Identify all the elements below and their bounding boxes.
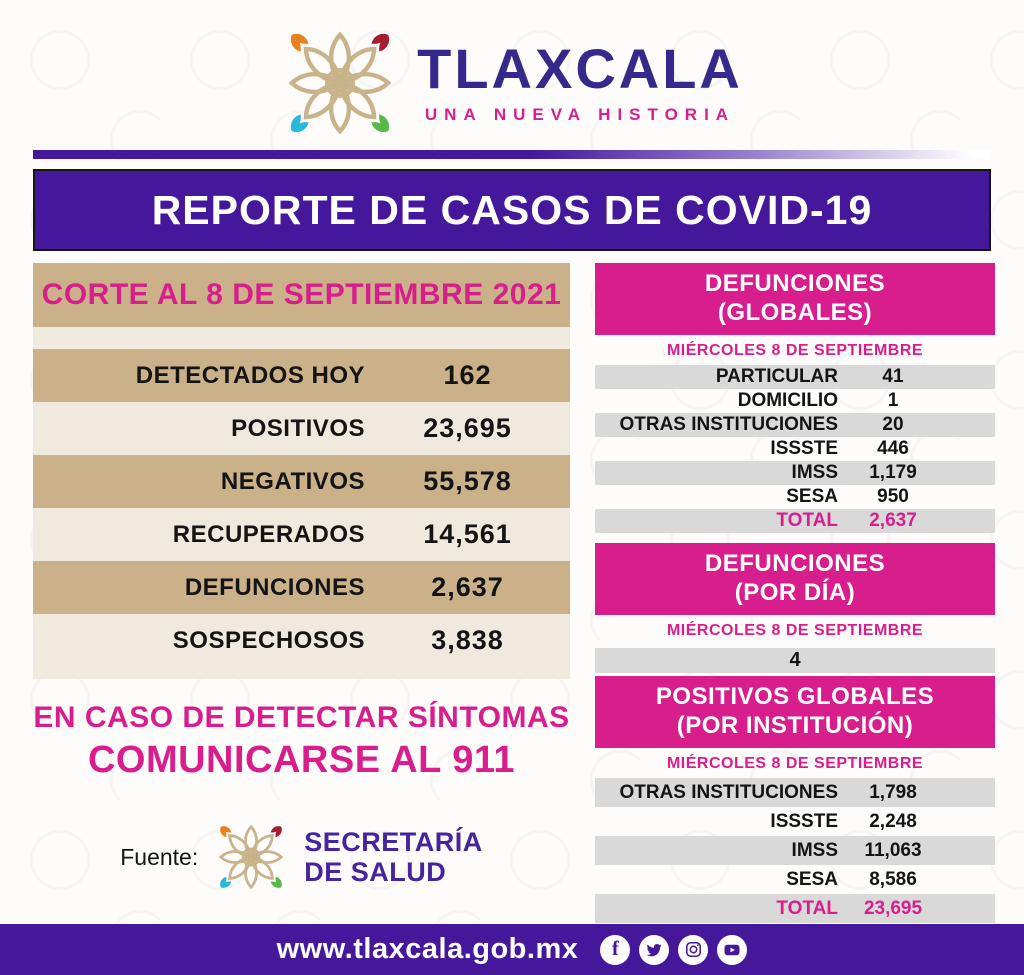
row-label: PARTICULAR	[715, 366, 838, 387]
social-icons-row: f	[600, 934, 748, 965]
cutoff-date-title: CORTE AL 8 DE SEPTIEMBRE 2021	[41, 278, 562, 311]
positives-by-institution-block: POSITIVOS GLOBALES (POR INSTITUCIÓN) MIÉ…	[595, 676, 995, 923]
block-title-line1: DEFUNCIONES	[704, 550, 886, 578]
row-value: 11,063	[864, 839, 922, 861]
row-label: OTRAS INSTITUCIONES	[619, 781, 838, 803]
symptoms-line1: EN CASO DE DETECTAR SÍNTOMAS	[33, 701, 570, 734]
stat-label: DEFUNCIONES	[184, 573, 365, 601]
deaths-per-day-value-row: 4	[595, 648, 995, 673]
stat-value: 162	[443, 360, 492, 390]
table-row: DOMICILIO 1	[595, 389, 995, 413]
block-title-line2: (POR DÍA)	[734, 579, 856, 606]
brand-tagline: UNA NUEVA HISTORIA	[424, 105, 736, 124]
deaths-global-header: DEFUNCIONES (GLOBALES)	[595, 263, 995, 335]
emergency-number-line: COMUNICARSE AL 911	[87, 739, 516, 781]
secretaria-salud-flower-icon	[219, 824, 284, 890]
row-value: 2,248	[869, 810, 917, 832]
row-value: 950	[877, 486, 909, 507]
positives-header: POSITIVOS GLOBALES (POR INSTITUCIÓN)	[595, 676, 995, 748]
stat-value: 55,578	[423, 466, 512, 496]
deaths-per-day-header: DEFUNCIONES (POR DÍA)	[595, 543, 995, 615]
stat-value: 14,561	[423, 519, 512, 549]
block-title-line2: (GLOBALES)	[717, 299, 873, 326]
source-attribution: Fuente: SECRETARÍA DE SALUD	[33, 820, 570, 894]
table-row: IMSS 11,063	[595, 836, 995, 865]
block-title-line1: DEFUNCIONES	[704, 270, 886, 298]
row-label: DOMICILIO	[737, 390, 838, 411]
table-row: RECUPERADOS 14,561	[33, 508, 570, 561]
facebook-icon[interactable]: f	[600, 934, 631, 965]
website-url[interactable]: www.tlaxcala.gob.mx	[276, 933, 579, 965]
table-row: DETECTADOS HOY 162	[33, 349, 570, 402]
block-date: MIÉRCOLES 8 DE SEPTIEMBRE	[666, 755, 924, 772]
symptoms-notice: EN CASO DE DETECTAR SÍNTOMAS COMUNICARSE…	[33, 701, 570, 782]
daily-stats-panel: CORTE AL 8 DE SEPTIEMBRE 2021 DETECTADOS…	[33, 263, 570, 679]
source-label: Fuente:	[120, 843, 199, 870]
table-row: NEGATIVOS 55,578	[33, 455, 570, 508]
stat-value: 2,637	[431, 572, 504, 602]
source-org-line2: DE SALUD	[304, 857, 447, 887]
deaths-per-day-block: DEFUNCIONES (POR DÍA) MIÉRCOLES 8 DE SEP…	[595, 543, 995, 673]
table-row: PARTICULAR 41	[595, 365, 995, 389]
table-row: IMSS 1,179	[595, 461, 995, 485]
table-row-total: TOTAL 23,695	[595, 894, 995, 923]
table-row: DEFUNCIONES 2,637	[33, 561, 570, 614]
block-date: MIÉRCOLES 8 DE SEPTIEMBRE	[666, 342, 924, 359]
stat-label: DETECTADOS HOY	[135, 361, 365, 389]
table-row: SESA 950	[595, 485, 995, 509]
block-title-line2: (POR INSTITUCIÓN)	[676, 712, 914, 739]
row-value: 23,695	[863, 897, 923, 919]
table-row: ISSSTE 446	[595, 437, 995, 461]
stat-label: SOSPECHOSOS	[172, 626, 365, 654]
row-label: ISSSTE	[770, 438, 838, 459]
stats-panel-header: CORTE AL 8 DE SEPTIEMBRE 2021	[33, 263, 570, 327]
row-value: 2,637	[869, 510, 917, 531]
row-label: TOTAL	[776, 897, 838, 919]
table-row: SOSPECHOSOS 3,838	[33, 614, 570, 667]
header-logo-block: TLAXCALA UNA NUEVA HISTORIA	[0, 0, 1024, 142]
row-label: SESA	[786, 486, 838, 507]
block-date: MIÉRCOLES 8 DE SEPTIEMBRE	[666, 622, 924, 639]
footer-bar: www.tlaxcala.gob.mx f	[0, 924, 1024, 975]
twitter-icon[interactable]	[639, 934, 670, 965]
table-row: ISSSTE 2,248	[595, 807, 995, 836]
table-row: SESA 8,586	[595, 865, 995, 894]
source-org-line1: SECRETARÍA	[304, 826, 483, 857]
youtube-icon[interactable]	[717, 934, 748, 965]
row-value: 20	[882, 414, 904, 435]
row-label: IMSS	[791, 462, 838, 483]
row-label: OTRAS INSTITUCIONES	[619, 414, 838, 435]
table-row: OTRAS INSTITUCIONES 20	[595, 413, 995, 437]
stat-label: NEGATIVOS	[220, 467, 365, 495]
spacer	[33, 327, 570, 349]
tlaxcala-flower-icon	[281, 24, 399, 142]
table-row: POSITIVOS 23,695	[33, 402, 570, 455]
report-title-banner: REPORTE DE CASOS DE COVID-19	[33, 169, 991, 251]
row-value: 1,179	[869, 462, 917, 483]
stat-value: 3,838	[431, 625, 504, 655]
row-label: TOTAL	[776, 510, 838, 531]
row-value: 1,798	[869, 781, 917, 803]
brand-name: TLAXCALA	[417, 37, 743, 100]
row-value: 446	[877, 438, 909, 459]
stat-value: 23,695	[423, 413, 512, 443]
report-title: REPORTE DE CASOS DE COVID-19	[151, 186, 873, 233]
row-label: ISSSTE	[770, 810, 838, 832]
block-title-line1: POSITIVOS GLOBALES	[655, 683, 935, 711]
instagram-icon[interactable]	[678, 934, 709, 965]
stat-label: RECUPERADOS	[172, 520, 365, 548]
row-value: 41	[882, 366, 904, 387]
deaths-global-block: DEFUNCIONES (GLOBALES) MIÉRCOLES 8 DE SE…	[595, 263, 995, 533]
stat-label: POSITIVOS	[231, 414, 365, 442]
row-label: SESA	[786, 868, 838, 890]
row-label: IMSS	[791, 839, 838, 861]
row-value: 1	[887, 390, 899, 411]
deaths-per-day-value: 4	[789, 649, 801, 671]
source-org-name: SECRETARÍA DE SALUD	[304, 827, 483, 887]
table-row: OTRAS INSTITUCIONES 1,798	[595, 778, 995, 807]
gradient-divider	[33, 150, 991, 159]
row-value: 8,586	[869, 868, 917, 890]
table-row-total: TOTAL 2,637	[595, 509, 995, 533]
